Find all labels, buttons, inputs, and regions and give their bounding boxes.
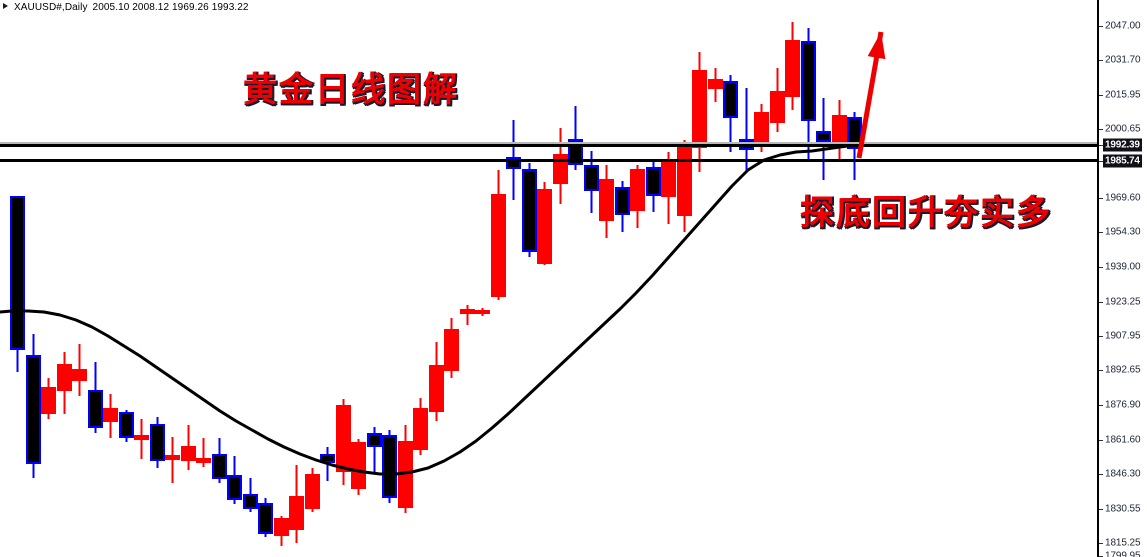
axis-tick (1099, 60, 1103, 61)
axis-tick (1099, 543, 1103, 544)
candle (57, 352, 72, 414)
axis-tick (1099, 145, 1103, 146)
axis-tick (1099, 129, 1103, 130)
collapse-triangle-icon[interactable] (3, 3, 8, 9)
axis-tick (1099, 440, 1103, 441)
candle (72, 344, 87, 396)
candle (41, 378, 56, 419)
candle (491, 170, 506, 300)
candle (103, 394, 118, 438)
axis-price-label: 1969.60 (1105, 192, 1141, 204)
axis-price-label-highlight: 1985.74 (1103, 154, 1142, 168)
candle (429, 342, 444, 421)
axis-price-label: 2047.00 (1105, 20, 1141, 32)
axis-tick (1099, 336, 1103, 337)
candle (615, 181, 630, 232)
axis-price-label: 2015.95 (1105, 89, 1141, 101)
candle (336, 399, 351, 485)
axis-price-label: 1799.95 (1105, 550, 1141, 557)
price-level-line[interactable] (0, 142, 1097, 147)
axis-price-label: 1954.30 (1105, 226, 1141, 238)
candle (630, 165, 645, 228)
candle (537, 182, 552, 265)
axis-tick (1099, 302, 1103, 303)
chart-header: XAUUSD#,Daily 2005.10 2008.12 1969.26 19… (0, 0, 249, 14)
axis-tick (1099, 198, 1103, 199)
axis-price-label: 2000.65 (1105, 123, 1141, 135)
axis-price-label: 1892.65 (1105, 364, 1141, 376)
candle (274, 516, 289, 546)
candle (723, 75, 738, 152)
candle (553, 128, 568, 204)
candle (26, 334, 41, 478)
chart-title-annotation: 黄金日线图解 (243, 70, 459, 110)
axis-tick (1099, 474, 1103, 475)
candle (413, 398, 428, 455)
signal-annotation: 探底回升夯实多 (800, 193, 1052, 233)
axis-tick (1099, 370, 1103, 371)
candle (351, 439, 366, 495)
candle (646, 160, 661, 212)
ohlc-values: 2005.10 2008.12 1969.26 1993.22 (92, 1, 249, 13)
axis-price-label: 2031.70 (1105, 54, 1141, 66)
axis-price-label: 1876.90 (1105, 399, 1141, 411)
price-level-line[interactable] (0, 159, 1097, 162)
axis-tick (1099, 26, 1103, 27)
candle (522, 163, 537, 257)
candle (444, 318, 459, 378)
candle (367, 427, 382, 472)
candle (196, 438, 211, 467)
candle (243, 478, 258, 512)
candle (785, 22, 800, 110)
axis-price-label: 1846.30 (1105, 468, 1141, 480)
candle (708, 68, 723, 102)
candle (398, 425, 413, 513)
axis-price-label: 1830.55 (1105, 503, 1141, 515)
candlestick-series (10, 22, 862, 546)
axis-price-label: 1907.95 (1105, 330, 1141, 342)
axis-tick (1099, 232, 1103, 233)
moving-average-line (0, 142, 868, 476)
axis-price-label: 1939.00 (1105, 261, 1141, 273)
candle (475, 308, 490, 316)
candle (181, 425, 196, 470)
axis-price-label-highlight: 1992.39 (1103, 138, 1142, 152)
axis-tick (1099, 95, 1103, 96)
candle (119, 410, 134, 442)
price-axis[interactable]: 2047.00 2031.70 2015.95 2000.65 1992.39 1985.… (1097, 0, 1147, 557)
symbol-label: XAUUSD#,Daily (14, 1, 88, 13)
axis-tick (1099, 405, 1103, 406)
axis-price-label: 1923.25 (1105, 296, 1141, 308)
candle (692, 52, 707, 172)
candle (227, 456, 242, 504)
candle (258, 498, 273, 537)
up-arrow-icon (856, 31, 886, 159)
candle (770, 68, 785, 132)
candle (599, 165, 614, 238)
candle (88, 362, 103, 433)
candle (150, 417, 165, 468)
candle (134, 419, 149, 459)
axis-tick (1099, 509, 1103, 510)
axis-price-label: 1815.25 (1105, 537, 1141, 549)
candle (801, 28, 816, 160)
candle (816, 98, 831, 180)
candle (460, 305, 475, 325)
axis-tick (1099, 267, 1103, 268)
axis-price-label: 1861.60 (1105, 434, 1141, 446)
candle (289, 465, 304, 543)
axis-tick (1099, 161, 1103, 162)
price-plot-area[interactable]: 黄金日线图解 探底回升夯实多 (0, 0, 1097, 557)
candle (305, 468, 320, 512)
candle (382, 430, 397, 503)
candle (165, 437, 180, 483)
candle (212, 438, 227, 483)
